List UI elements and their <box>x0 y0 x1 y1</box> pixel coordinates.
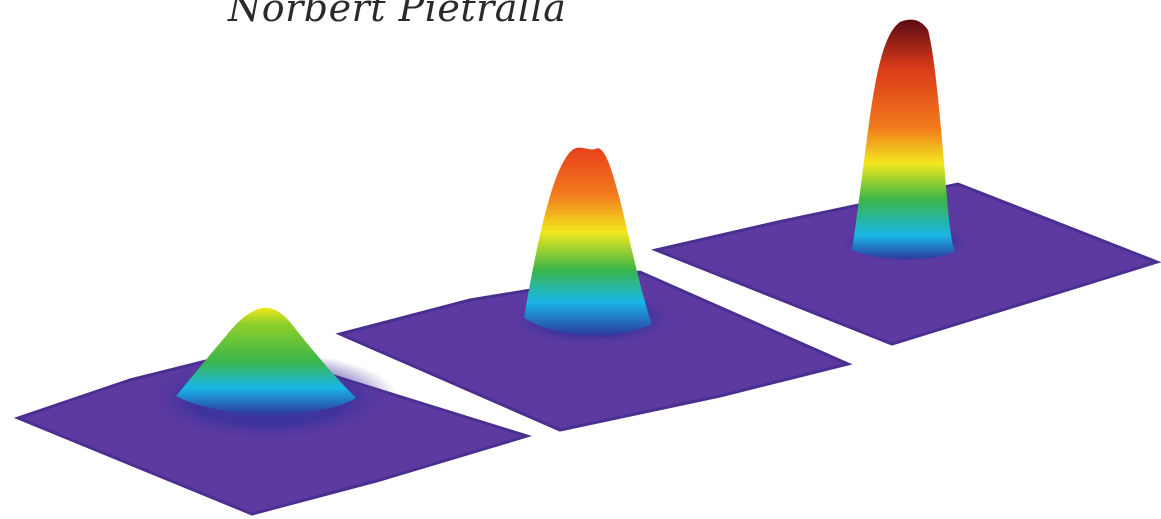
condensate-plot-right <box>650 19 1161 346</box>
condensate-plot-left <box>13 307 533 516</box>
author-name: Norbert Pietralla <box>228 0 567 30</box>
condensate-plot-middle <box>335 147 853 432</box>
